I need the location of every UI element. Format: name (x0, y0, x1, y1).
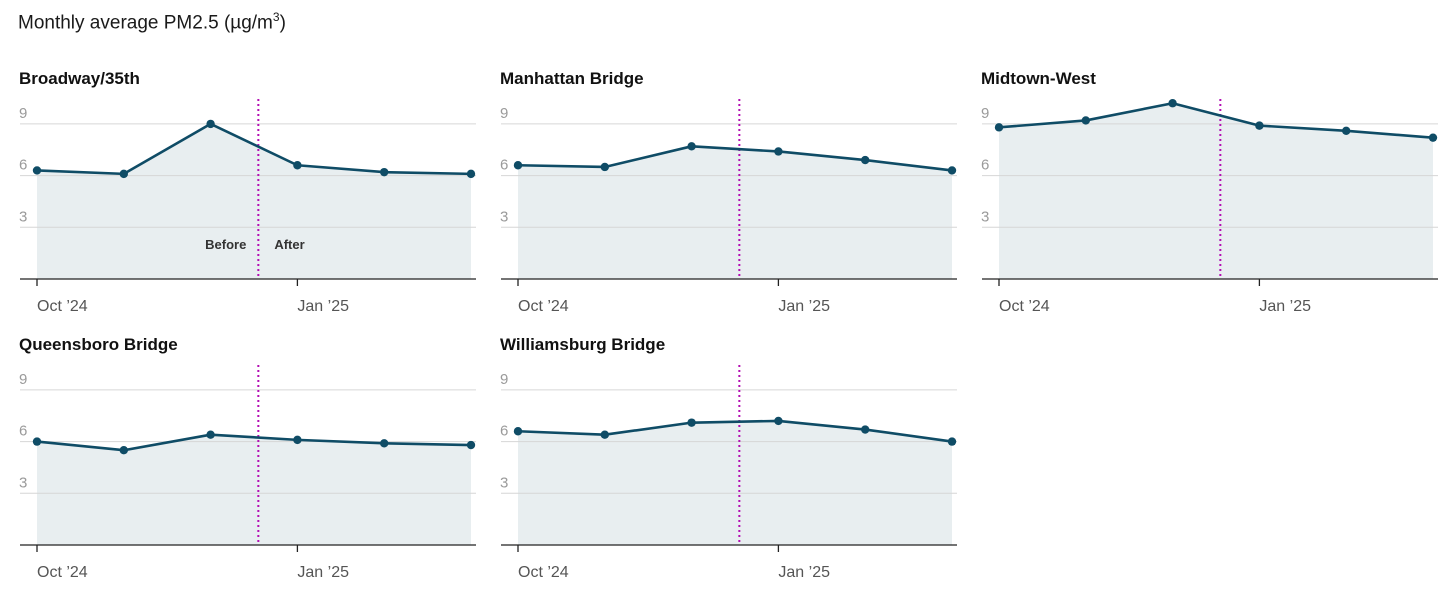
data-point (600, 162, 609, 172)
data-point (774, 147, 783, 156)
title-close: ) (279, 12, 286, 34)
y-tick-label: 9 (500, 105, 508, 122)
y-tick-label: 6 (19, 157, 27, 174)
data-point (293, 161, 302, 170)
area-fill (518, 420, 952, 545)
data-point (466, 169, 476, 179)
before-label: Before (205, 237, 246, 252)
y-tick-label: 6 (981, 157, 989, 174)
area-fill (999, 103, 1433, 279)
data-point (513, 161, 523, 170)
panel-title: Queensboro Bridge (19, 335, 178, 354)
series-line (517, 145, 953, 172)
data-point (774, 416, 783, 426)
data-point (687, 418, 696, 427)
area-fill (37, 434, 471, 545)
area-fill (518, 146, 952, 279)
y-tick-label: 6 (500, 423, 508, 440)
panel-broadway-35th: Broadway/35th 3 6 9 Oct ’24 Jan ’25 Before Afte… (19, 69, 476, 315)
series-line (998, 101, 1434, 139)
after-label: After (274, 237, 304, 252)
y-tick-label: 6 (19, 423, 27, 440)
x-tick-label: Oct ’24 (37, 564, 88, 581)
y-tick-label: 3 (500, 208, 508, 225)
y-tick-label: 6 (500, 157, 508, 174)
y-tick-label: 3 (500, 474, 508, 491)
y-tick-label: 3 (19, 208, 27, 225)
x-tick-label: Oct ’24 (37, 298, 88, 315)
series-line (517, 419, 953, 443)
data-point (1428, 133, 1438, 142)
y-tick-label: 9 (500, 371, 508, 388)
panel-title: Manhattan Bridge (500, 69, 644, 88)
data-point (206, 430, 215, 439)
panel-williamsburg-bridge: Williamsburg Bridge 3 6 9 Oct ’24 Jan ’25 (500, 335, 957, 581)
x-tick-label: Jan ’25 (778, 564, 830, 581)
data-point (206, 119, 215, 129)
title-text: Monthly average PM2.5 (µg/m (18, 12, 273, 34)
y-tick-label: 9 (19, 105, 27, 122)
y-tick-label: 3 (19, 474, 27, 491)
x-tick-label: Jan ’25 (297, 564, 349, 581)
y-tick-label: 9 (19, 371, 27, 388)
panel-midtown-west: Midtown-West 3 6 9 Oct ’24 Jan ’25 (981, 69, 1438, 315)
series-line (36, 433, 472, 452)
x-tick-label: Jan ’25 (1259, 298, 1311, 315)
x-tick-label: Jan ’25 (778, 298, 830, 315)
data-point (994, 123, 1004, 132)
data-point (119, 446, 128, 455)
data-point (466, 440, 476, 450)
panel-title: Broadway/35th (19, 69, 140, 88)
data-point (1168, 99, 1177, 108)
x-tick-label: Oct ’24 (999, 298, 1050, 315)
y-tick-label: 9 (981, 105, 989, 122)
page-title: Monthly average PM2.5 (µg/m3) (18, 10, 286, 34)
data-point (1081, 116, 1090, 125)
data-point (600, 430, 609, 439)
area-fill (37, 123, 471, 280)
x-tick-label: Oct ’24 (518, 564, 569, 581)
title-superscript: 3 (272, 10, 280, 24)
data-point (32, 437, 42, 446)
data-point (293, 435, 302, 445)
x-tick-label: Oct ’24 (518, 298, 569, 315)
data-point (861, 425, 870, 434)
data-point (380, 439, 389, 448)
y-tick-label: 3 (981, 208, 989, 225)
data-point (1342, 126, 1351, 135)
data-point (380, 167, 389, 177)
data-point (947, 166, 957, 175)
panel-manhattan-bridge: Manhattan Bridge 3 6 9 Oct ’24 Jan ’25 (500, 69, 957, 315)
data-point (947, 437, 957, 446)
data-point (32, 166, 42, 175)
data-point (119, 169, 128, 179)
data-point (861, 155, 870, 165)
panel-queensboro-bridge: Queensboro Bridge 3 6 9 Oct ’24 Jan ’25 (19, 335, 476, 581)
data-point (513, 427, 523, 436)
panel-title: Midtown-West (981, 69, 1096, 88)
panel-title: Williamsburg Bridge (500, 335, 665, 354)
x-tick-label: Jan ’25 (297, 298, 349, 315)
data-point (1255, 121, 1264, 130)
data-point (687, 142, 696, 151)
series-line (36, 122, 472, 176)
